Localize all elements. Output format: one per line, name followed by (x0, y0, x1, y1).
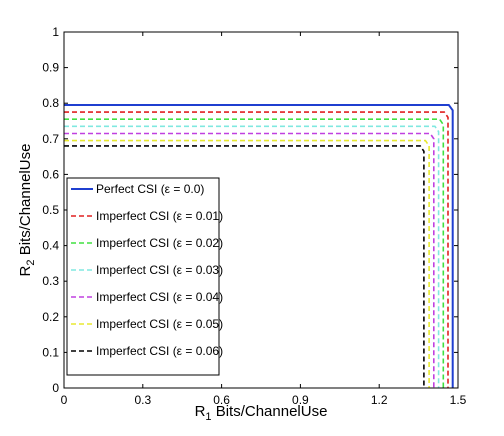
y-tick-label: 1 (52, 25, 59, 39)
x-axis-label: R1 Bits/ChannelUse (195, 403, 328, 423)
series-line-2 (64, 118, 445, 388)
y-tick-label: 0.9 (42, 61, 59, 75)
series-line-6 (64, 145, 425, 388)
y-axis-label-main: R (17, 265, 34, 276)
series-line-0 (64, 104, 454, 388)
x-axis-label-main: R (195, 403, 206, 420)
y-tick-label: 0.7 (42, 132, 59, 146)
y-tick-label: 0.1 (42, 345, 59, 359)
series-line-1 (64, 111, 449, 388)
x-tick-label: 1.2 (371, 393, 388, 407)
legend-label: Imperfect CSI (ε = 0.04) (96, 290, 223, 304)
legend-box (66, 177, 220, 376)
series-line-5 (64, 139, 430, 388)
legend-label: Imperfect CSI (ε = 0.05) (96, 317, 223, 331)
series-line-3 (64, 125, 440, 388)
ticks-layer: 0 0.3 0.6 0.9 1.2 1.5 0 0.1 0.2 0.3 0.4 0.5 0.6 0.7 0.… (42, 25, 466, 407)
legend: Perfect CSI (ε = 0.0) Imperfect CSI (ε = … (66, 177, 223, 376)
x-tick-label: 0 (61, 393, 68, 407)
legend-label: Imperfect CSI (ε = 0.03) (96, 263, 223, 277)
legend-label: Imperfect CSI (ε = 0.01) (96, 209, 223, 223)
y-tick-label: 0.5 (42, 203, 59, 217)
y-tick-label: 0 (52, 381, 59, 395)
x-tick-label: 0.9 (292, 393, 309, 407)
legend-label: Perfect CSI (ε = 0.0) (96, 182, 204, 196)
y-tick-label: 0.4 (42, 239, 59, 253)
y-axis-label-subscript: 2 (25, 259, 37, 265)
y-axis-label: R2 Bits/ChannelUse (17, 144, 37, 277)
y-tick-label: 0.6 (42, 167, 59, 181)
series-layer (64, 104, 454, 388)
x-axis-label-rest: Bits/ChannelUse (212, 403, 328, 420)
x-axis-label-subscript: 1 (205, 411, 211, 423)
x-tick-label: 0.6 (213, 393, 230, 407)
legend-label: Imperfect CSI (ε = 0.02) (96, 236, 223, 250)
legend-label: Imperfect CSI (ε = 0.06) (96, 344, 223, 358)
y-axis-label-rest: Bits/ChannelUse (17, 144, 34, 260)
series-line-4 (64, 132, 435, 388)
x-tick-label: 0.3 (134, 393, 151, 407)
y-tick-label: 0.2 (42, 310, 59, 324)
x-tick-label: 1.5 (450, 393, 467, 407)
y-tick-label: 0.8 (42, 96, 59, 110)
y-tick-label: 0.3 (42, 274, 59, 288)
y-axis-label-group: R2 Bits/ChannelUse (17, 144, 37, 277)
